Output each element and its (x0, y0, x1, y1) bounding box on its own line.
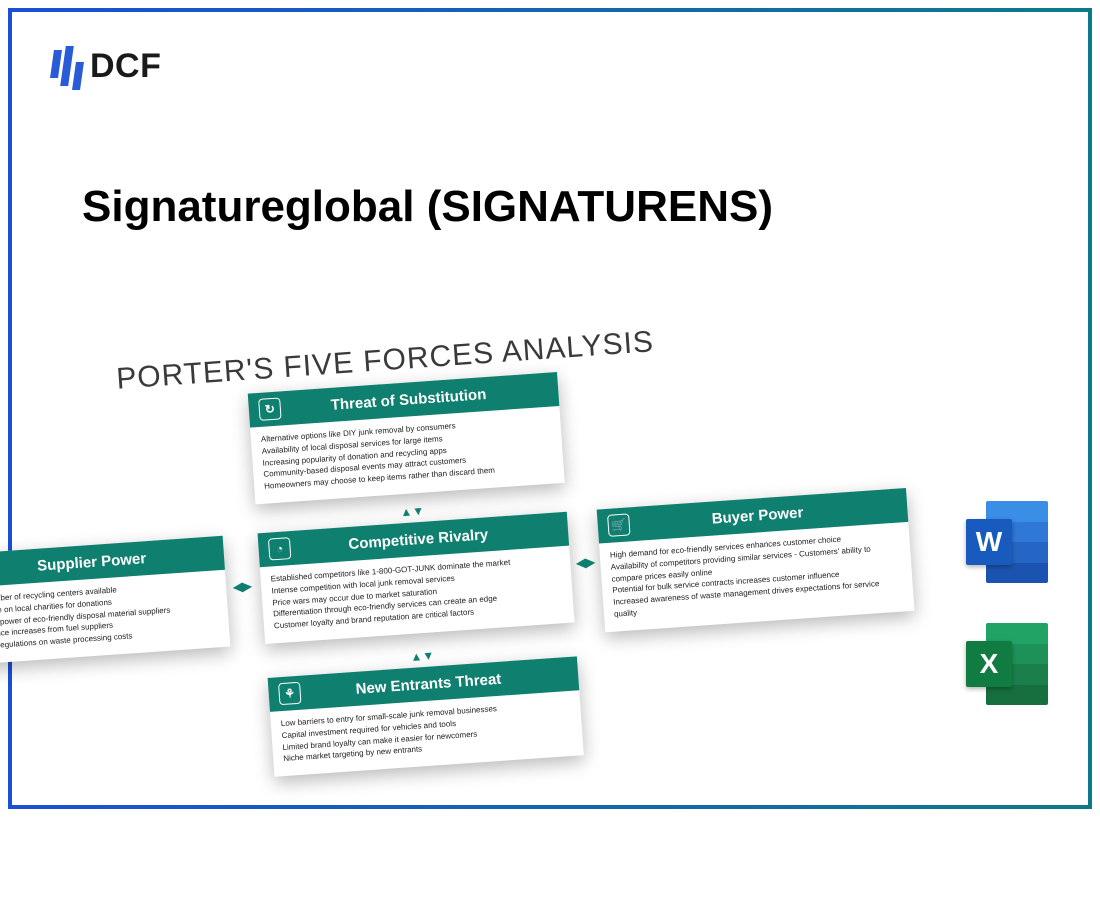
card-supplier: ⊟ Supplier Power imited number of recycl… (0, 536, 230, 666)
person-icon: ⚘ (278, 682, 301, 705)
excel-icon[interactable]: X (966, 623, 1048, 705)
file-icons: W X (966, 501, 1048, 705)
card-substitution: ↻ Threat of Substitution Alternative opt… (248, 372, 565, 504)
logo-text: DCF (90, 47, 161, 86)
outer-frame: DCF Signatureglobal (SIGNATURENS) PORTER… (8, 8, 1092, 809)
logo-bars-icon (52, 42, 82, 90)
connector-icon: ◀▶ (576, 555, 595, 570)
cart-icon: 🛒 (607, 513, 630, 536)
connector-icon: ◀▶ (233, 579, 252, 594)
word-icon[interactable]: W (966, 501, 1048, 583)
pie-icon: ◔ (268, 537, 291, 560)
card-body: imited number of recycling centers avail… (0, 570, 230, 666)
refresh-icon: ↻ (258, 397, 281, 420)
connector-icon: ▲▼ (410, 648, 435, 664)
porters-diagram: PORTER'S FIVE FORCES ANALYSIS ↻ Threat o… (0, 312, 878, 872)
logo: DCF (52, 42, 161, 90)
page-title: Signatureglobal (SIGNATURENS) (82, 182, 773, 232)
card-entrants: ⚘ New Entrants Threat Low barriers to en… (268, 656, 584, 777)
word-badge: W (966, 519, 1012, 565)
diagram-cards: ↻ Threat of Substitution Alternative opt… (0, 352, 881, 912)
card-buyer: 🛒 Buyer Power High demand for eco-friend… (597, 488, 915, 632)
card-rivalry: ◔ Competitive Rivalry Established compet… (258, 512, 575, 644)
connector-icon: ▲▼ (400, 504, 425, 520)
excel-badge: X (966, 641, 1012, 687)
